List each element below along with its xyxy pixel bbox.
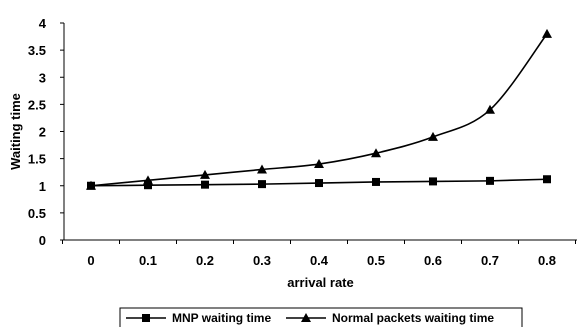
series-layer bbox=[86, 28, 552, 190]
mnp-point bbox=[87, 181, 95, 190]
normal-packets-series-line bbox=[90, 33, 548, 187]
x-axis-ticks: 0 0.1 0.2 0.3 0.4 0.5 0.6 0.7 0.8 bbox=[62, 240, 576, 268]
normal-packets-point bbox=[200, 169, 210, 179]
normal-packets-point bbox=[542, 28, 552, 38]
legend-item-mnp: MNP waiting time bbox=[126, 311, 271, 325]
y-tick-label: 1.5 bbox=[28, 152, 46, 167]
legend-square-marker bbox=[142, 314, 150, 322]
mnp-point bbox=[201, 180, 209, 189]
y-tick-label: 1 bbox=[39, 179, 46, 194]
mnp-point bbox=[429, 177, 437, 186]
y-tick-label: 4 bbox=[39, 16, 47, 31]
legend-triangle-marker bbox=[301, 313, 311, 322]
normal-packets-point bbox=[485, 104, 495, 114]
x-tick-label: 0.5 bbox=[367, 253, 385, 268]
y-axis-title: Waiting time bbox=[8, 93, 23, 170]
x-tick-label: 0.3 bbox=[253, 253, 271, 268]
x-tick-label: 0.4 bbox=[310, 253, 329, 268]
legend-label: Normal packets waiting time bbox=[332, 311, 494, 325]
x-tick-label: 0.6 bbox=[424, 253, 442, 268]
legend-items: MNP waiting time Normal packets waiting t… bbox=[126, 311, 494, 325]
y-axis-ticks: 0 0.5 1 1.5 2 2.5 3 3.5 4 bbox=[28, 16, 64, 248]
mnp-point bbox=[486, 176, 494, 185]
mnp-point bbox=[144, 181, 152, 190]
y-tick-label: 2.5 bbox=[28, 97, 46, 112]
y-tick-label: 3 bbox=[39, 70, 46, 85]
y-tick-label: 2 bbox=[39, 125, 46, 140]
x-axis-title: arrival rate bbox=[287, 275, 354, 290]
x-tick-label: 0.8 bbox=[538, 253, 556, 268]
y-tick-label: 0 bbox=[39, 233, 46, 248]
normal-packets-point bbox=[257, 164, 267, 174]
mnp-point bbox=[372, 177, 380, 186]
x-tick-label: 0.2 bbox=[196, 253, 214, 268]
y-tick-label: 3.5 bbox=[28, 43, 46, 58]
legend-label: MNP waiting time bbox=[172, 311, 271, 325]
normal-packets-point bbox=[428, 131, 438, 141]
y-tick-label: 0.5 bbox=[28, 206, 46, 221]
normal-packets-point bbox=[371, 148, 381, 158]
x-tick-label: 0 bbox=[87, 253, 94, 268]
normal-packets-point bbox=[314, 159, 324, 169]
mnp-point bbox=[315, 179, 323, 188]
x-tick-label: 0.1 bbox=[139, 253, 157, 268]
legend: MNP waiting time Normal packets waiting t… bbox=[119, 307, 523, 327]
mnp-point bbox=[543, 175, 551, 184]
x-tick-label: 0.7 bbox=[481, 253, 499, 268]
mnp-point bbox=[258, 180, 266, 189]
legend-item-normal-packets: Normal packets waiting time bbox=[286, 311, 494, 325]
